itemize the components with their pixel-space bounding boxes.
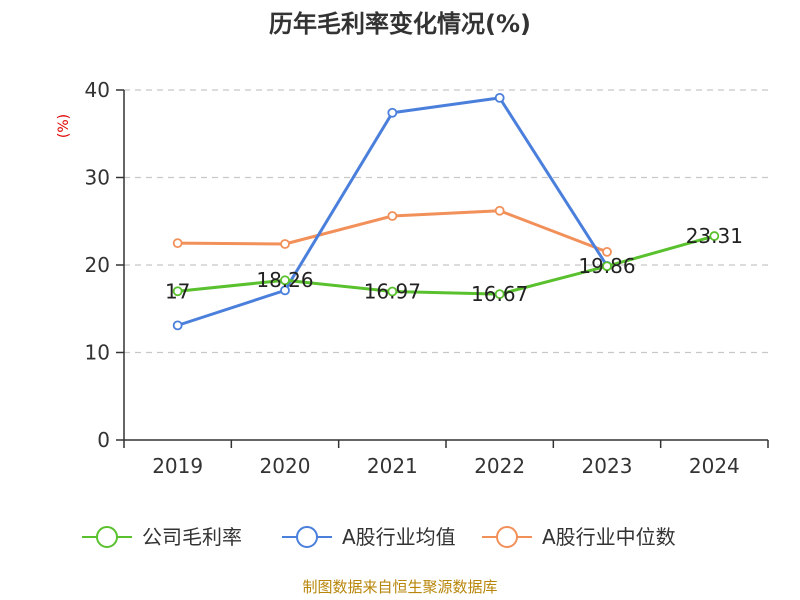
y-tick-label: 10 [85,341,110,365]
series-line [177,234,715,296]
legend-label: A股行业均值 [342,525,456,549]
y-tick-label: 30 [85,166,110,190]
data-point [494,92,505,103]
data-point [602,246,612,257]
x-tick-label: 2021 [367,454,418,478]
data-point [602,261,612,272]
y-tick-label: 40 [85,78,110,102]
chart-title: 历年毛利率变化情况(%) [269,10,531,38]
legend: 公司毛利率 A股行业均值 A股行业中位数 [82,525,676,549]
data-label: 16.97 [364,280,421,304]
y-axis-label: (%) [56,114,72,138]
y-tick-label: 20 [85,253,110,277]
data-point [172,238,183,249]
data-point [494,289,505,300]
x-tick-label: 2023 [582,454,633,478]
data-point [172,286,183,297]
source-note: 制图数据来自恒生聚源数据库 [302,578,497,596]
data-label: 17 [165,279,190,303]
legend-marker [96,526,118,548]
legend-marker [496,526,518,548]
data-point [172,320,183,331]
data-point [494,205,505,216]
data-label: 19.86 [578,254,635,278]
data-label: 23.31 [686,224,743,248]
legend-item: A股行业均值 [282,525,456,549]
data-point [280,239,290,249]
y-tick-label: 0 [97,428,110,452]
x-tick-label: 2019 [152,454,203,478]
x-tick-label: 2020 [260,454,311,478]
legend-marker [296,526,318,548]
series-layer [172,92,720,331]
legend-label: 公司毛利率 [142,525,242,549]
data-label: 16.67 [471,282,528,306]
data-label: 18.26 [256,268,313,292]
axes: 0 10 20 30 40 2019 2020 2021 2022 2023 2024 [85,78,769,478]
data-point [280,275,290,286]
legend-item: A股行业中位数 [482,525,676,549]
data-point [280,285,290,296]
legend-item: 公司毛利率 [82,525,242,549]
data-point [387,107,398,118]
data-point [387,211,398,221]
legend-label: A股行业中位数 [542,525,676,549]
x-tick-label: 2024 [689,454,740,478]
data-point [387,286,398,297]
data-point [709,231,720,241]
grid-lines [124,89,768,354]
data-labels: 17 18.26 16.97 16.67 19.86 23.31 [165,224,743,306]
x-tick-label: 2022 [474,454,525,478]
